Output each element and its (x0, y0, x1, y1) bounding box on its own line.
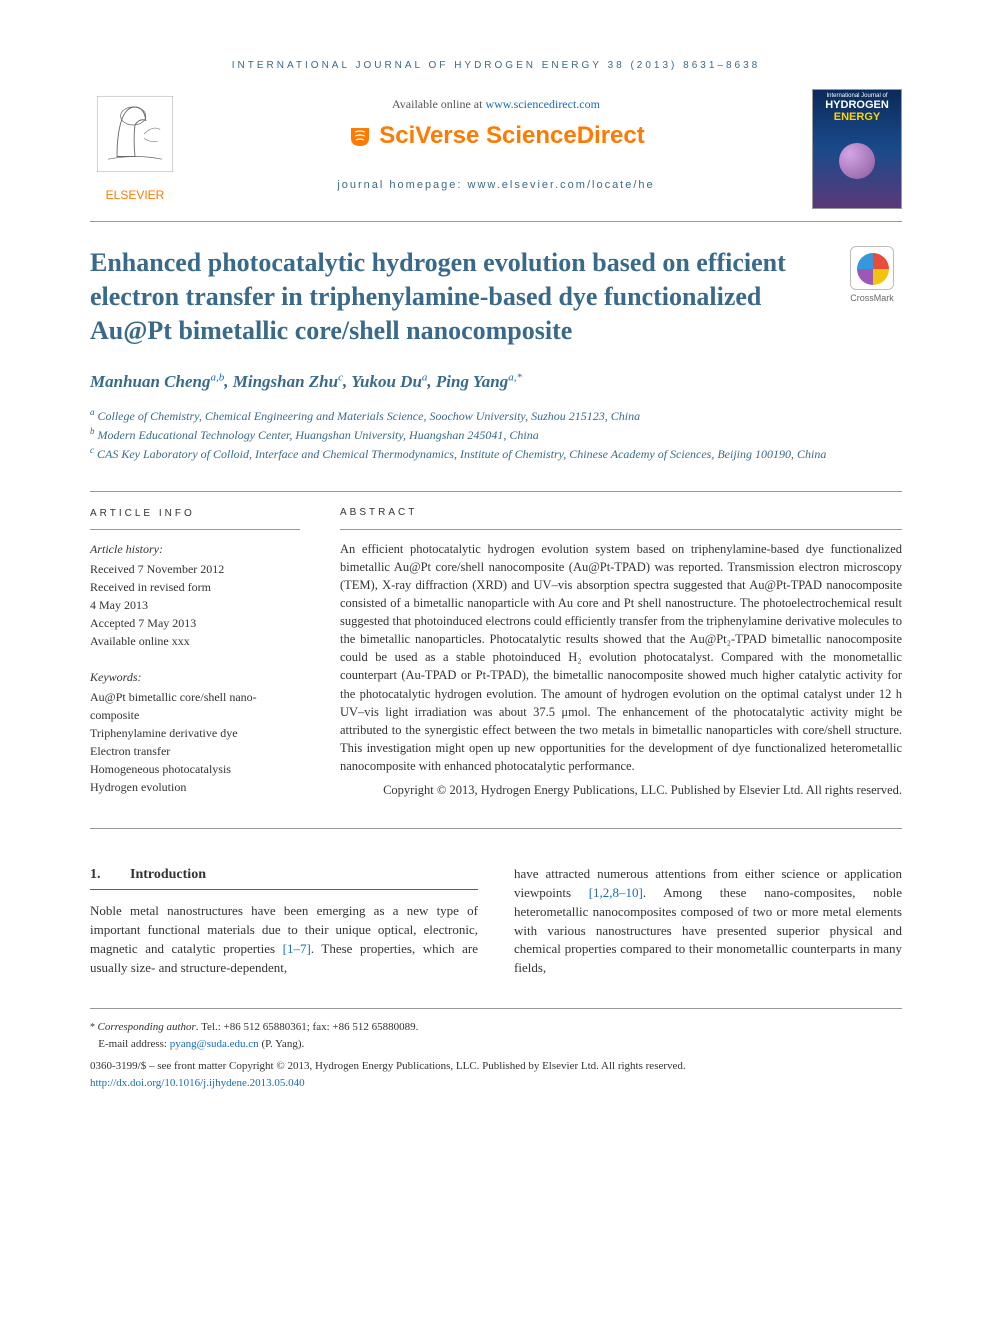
header-center: Available online at www.sciencedirect.co… (200, 89, 792, 191)
keywords-label: Keywords: (90, 668, 300, 686)
corresponding-author: * Corresponding author. Tel.: +86 512 65… (90, 1019, 902, 1036)
author: Ping Yanga,* (436, 372, 522, 391)
affiliation-ref[interactable]: a,* (508, 371, 522, 383)
affiliation-ref[interactable]: c (338, 371, 343, 383)
affiliation-line: b Modern Educational Technology Center, … (90, 425, 902, 444)
journal-cover-thumbnail: International Journal of HYDROGEN ENERGY (812, 89, 902, 209)
article-history: Article history: Received 7 November 201… (90, 540, 300, 650)
abstract-text: An efficient photocatalytic hydrogen evo… (340, 540, 902, 776)
email-link[interactable]: pyang@suda.edu.cn (170, 1038, 259, 1050)
cover-graphic (839, 143, 875, 179)
journal-running-header: INTERNATIONAL JOURNAL OF HYDROGEN ENERGY… (90, 60, 902, 71)
email-suffix: (P. Yang). (259, 1038, 305, 1050)
affiliations: a College of Chemistry, Chemical Enginee… (90, 406, 902, 463)
article-title: Enhanced photocatalytic hydrogen evoluti… (90, 246, 822, 347)
affiliation-line: c CAS Key Laboratory of Colloid, Interfa… (90, 444, 902, 463)
homepage-link[interactable]: www.elsevier.com/locate/he (468, 179, 655, 191)
doi-line: http://dx.doi.org/10.1016/j.ijhydene.201… (90, 1075, 902, 1092)
keyword: Hydrogen evolution (90, 778, 300, 796)
article-info-sidebar: ARTICLE INFO Article history: Received 7… (90, 492, 300, 828)
history-label: Article history: (90, 540, 300, 558)
page-footer: * Corresponding author. Tel.: +86 512 65… (90, 1008, 902, 1091)
body-column-left: 1.Introduction Noble metal nanostructure… (90, 865, 478, 978)
publisher-header: ELSEVIER Available online at www.science… (90, 89, 902, 222)
cover-line1: International Journal of (813, 90, 901, 99)
sciverse-icon (347, 124, 373, 155)
keyword: Homogeneous photocatalysis (90, 760, 300, 778)
sciencedirect-link[interactable]: www.sciencedirect.com (485, 97, 600, 111)
issn-copyright: 0360-3199/$ – see front matter Copyright… (90, 1058, 902, 1075)
homepage-prefix: journal homepage: (337, 179, 467, 191)
history-line: Received in revised form (90, 578, 300, 596)
ref-link-1-7[interactable]: [1–7] (283, 941, 311, 956)
history-line: Available online xxx (90, 632, 300, 650)
intro-paragraph-left: Noble metal nanostructures have been eme… (90, 902, 478, 977)
crossmark-badge[interactable]: CrossMark (842, 246, 902, 371)
body-column-right: have attracted numerous attentions from … (514, 865, 902, 978)
available-online: Available online at www.sciencedirect.co… (200, 97, 792, 112)
keyword: Triphenylamine derivative dye (90, 724, 300, 742)
star-icon: * (90, 1022, 98, 1033)
crossmark-label: CrossMark (842, 293, 902, 303)
keyword: Electron transfer (90, 742, 300, 760)
history-line: 4 May 2013 (90, 596, 300, 614)
elsevier-logo: ELSEVIER (90, 89, 180, 202)
cover-line2: HYDROGEN (813, 99, 901, 111)
author: Manhuan Chenga,b (90, 372, 224, 391)
ref-link-1-2-8-10[interactable]: [1,2,8–10] (589, 885, 643, 900)
available-prefix: Available online at (392, 97, 485, 111)
keywords-block: Keywords: Au@Pt bimetallic core/shell na… (90, 668, 300, 796)
abstract: ABSTRACT An efficient photocatalytic hyd… (340, 492, 902, 828)
affiliation-line: a College of Chemistry, Chemical Enginee… (90, 406, 902, 425)
section-number: 1. (90, 865, 130, 885)
affiliation-ref[interactable]: a (422, 371, 428, 383)
article-body: 1.Introduction Noble metal nanostructure… (90, 865, 902, 978)
journal-homepage: journal homepage: www.elsevier.com/locat… (200, 179, 792, 191)
doi-link[interactable]: http://dx.doi.org/10.1016/j.ijhydene.201… (90, 1077, 305, 1089)
sciverse-brand: SciVerse ScienceDirect (200, 122, 792, 155)
section-title: Introduction (130, 867, 206, 882)
history-line: Received 7 November 2012 (90, 560, 300, 578)
corr-contact: . Tel.: +86 512 65880361; fax: +86 512 6… (196, 1021, 419, 1033)
elsevier-text: ELSEVIER (90, 188, 180, 202)
history-line: Accepted 7 May 2013 (90, 614, 300, 632)
author: Yukou Dua (351, 372, 427, 391)
cover-line3: ENERGY (813, 111, 901, 123)
authors-line: Manhuan Chenga,b, Mingshan Zhuc, Yukou D… (90, 371, 902, 392)
article-info-heading: ARTICLE INFO (90, 506, 300, 530)
corr-label: Corresponding author (98, 1021, 196, 1033)
affiliation-ref[interactable]: a,b (210, 371, 224, 383)
abstract-heading: ABSTRACT (340, 506, 902, 530)
email-line: E-mail address: pyang@suda.edu.cn (P. Ya… (90, 1036, 902, 1053)
abstract-copyright: Copyright © 2013, Hydrogen Energy Public… (340, 781, 902, 799)
intro-paragraph-right: have attracted numerous attentions from … (514, 865, 902, 978)
author: Mingshan Zhuc (233, 372, 343, 391)
crossmark-icon (857, 253, 889, 285)
section-heading: 1.Introduction (90, 865, 478, 890)
sciverse-text: SciVerse ScienceDirect (379, 122, 645, 149)
keyword: Au@Pt bimetallic core/shell nano-composi… (90, 688, 300, 724)
email-label: E-mail address: (98, 1038, 169, 1050)
